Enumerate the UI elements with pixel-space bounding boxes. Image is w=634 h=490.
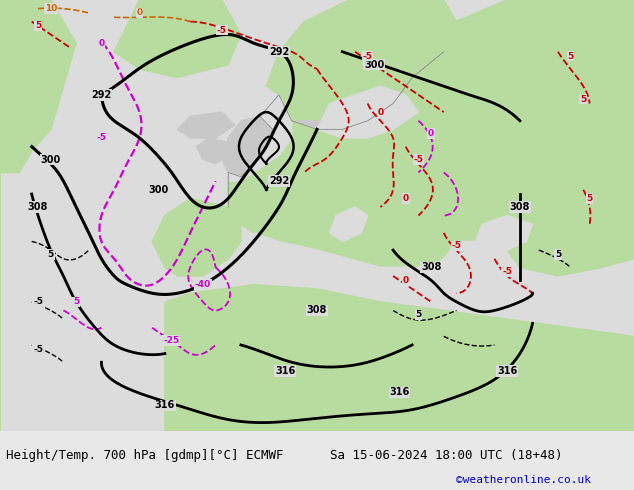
Text: -5: -5 bbox=[96, 133, 107, 143]
Polygon shape bbox=[431, 242, 488, 271]
Text: 0: 0 bbox=[377, 108, 384, 117]
Text: 5: 5 bbox=[567, 51, 574, 61]
Text: 10: 10 bbox=[44, 4, 57, 13]
Polygon shape bbox=[0, 0, 76, 172]
Text: -25: -25 bbox=[163, 336, 179, 345]
Text: 300: 300 bbox=[364, 60, 384, 70]
Polygon shape bbox=[266, 0, 412, 95]
Text: 292: 292 bbox=[269, 47, 289, 57]
Text: -5: -5 bbox=[33, 297, 43, 306]
Text: 0: 0 bbox=[403, 194, 409, 203]
Polygon shape bbox=[330, 207, 368, 242]
Text: -40: -40 bbox=[195, 280, 211, 289]
Text: -5: -5 bbox=[217, 25, 227, 35]
Polygon shape bbox=[292, 121, 323, 147]
Text: 5: 5 bbox=[48, 250, 54, 259]
Text: 0: 0 bbox=[98, 39, 105, 48]
Text: 5: 5 bbox=[415, 310, 422, 319]
Polygon shape bbox=[178, 112, 235, 138]
Polygon shape bbox=[114, 0, 241, 77]
Polygon shape bbox=[507, 172, 634, 276]
Text: 292: 292 bbox=[91, 90, 112, 100]
Text: 0: 0 bbox=[403, 276, 409, 285]
Text: 300: 300 bbox=[148, 185, 169, 195]
Text: 308: 308 bbox=[421, 262, 441, 272]
Text: 308: 308 bbox=[307, 305, 327, 316]
Text: 316: 316 bbox=[389, 388, 410, 397]
Text: Sa 15-06-2024 18:00 UTC (18+48): Sa 15-06-2024 18:00 UTC (18+48) bbox=[330, 449, 562, 462]
Text: 316: 316 bbox=[497, 366, 517, 376]
Polygon shape bbox=[456, 0, 634, 224]
Polygon shape bbox=[254, 233, 456, 293]
Text: 5: 5 bbox=[580, 95, 586, 104]
Text: 292: 292 bbox=[269, 176, 289, 186]
Text: ©weatheronline.co.uk: ©weatheronline.co.uk bbox=[456, 475, 592, 485]
Polygon shape bbox=[317, 86, 418, 138]
Text: -5: -5 bbox=[33, 345, 43, 354]
Polygon shape bbox=[228, 0, 634, 276]
Text: 0: 0 bbox=[136, 8, 143, 18]
Text: -5: -5 bbox=[413, 155, 424, 164]
Text: 5: 5 bbox=[555, 250, 561, 259]
Text: 316: 316 bbox=[275, 366, 295, 376]
Text: -5: -5 bbox=[451, 241, 462, 250]
Text: Height/Temp. 700 hPa [gdmp][°C] ECMWF: Height/Temp. 700 hPa [gdmp][°C] ECMWF bbox=[6, 449, 284, 462]
Text: 308: 308 bbox=[28, 202, 48, 212]
Text: 5: 5 bbox=[73, 297, 79, 306]
Text: -5: -5 bbox=[502, 267, 512, 276]
Polygon shape bbox=[222, 117, 273, 177]
Text: 308: 308 bbox=[510, 202, 530, 212]
Text: 5: 5 bbox=[586, 194, 593, 203]
Polygon shape bbox=[0, 0, 63, 431]
Text: -5: -5 bbox=[363, 51, 373, 61]
Polygon shape bbox=[228, 95, 292, 181]
Text: 0: 0 bbox=[428, 129, 434, 138]
Text: 5: 5 bbox=[35, 22, 41, 30]
Polygon shape bbox=[476, 216, 533, 250]
Polygon shape bbox=[152, 198, 241, 276]
Text: 316: 316 bbox=[155, 400, 175, 410]
Polygon shape bbox=[165, 285, 634, 431]
Text: 300: 300 bbox=[41, 154, 61, 165]
Polygon shape bbox=[279, 0, 456, 129]
Polygon shape bbox=[197, 138, 228, 164]
